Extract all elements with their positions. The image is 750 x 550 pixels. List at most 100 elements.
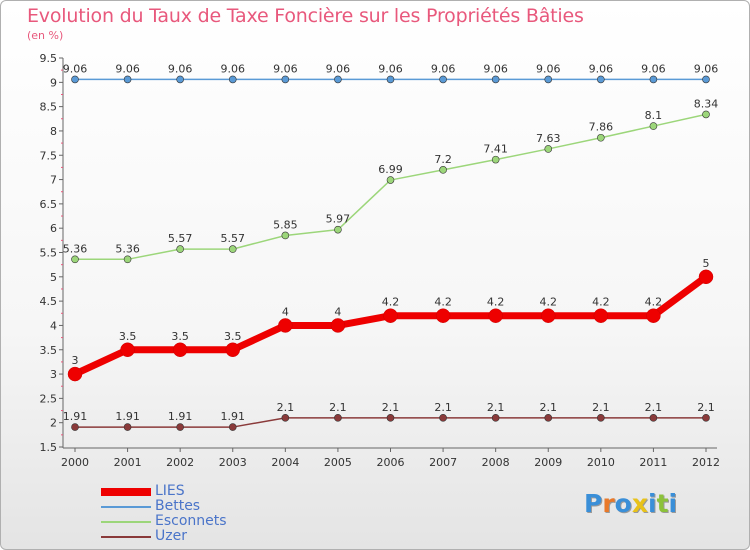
data-point bbox=[176, 423, 184, 431]
data-point bbox=[649, 414, 658, 422]
data-point bbox=[491, 155, 500, 164]
y-tick-label: 4 bbox=[50, 319, 57, 332]
data-point bbox=[123, 423, 132, 431]
data-point bbox=[228, 245, 237, 253]
data-point bbox=[597, 133, 605, 142]
legend-swatch bbox=[101, 488, 151, 496]
data-point bbox=[386, 75, 395, 84]
data-label: 7.63 bbox=[536, 132, 561, 145]
data-point bbox=[439, 75, 447, 84]
x-tick-label: 2004 bbox=[271, 456, 299, 469]
data-label: 8.34 bbox=[694, 97, 719, 110]
data-label: 9.06 bbox=[641, 62, 666, 75]
data-label: 5.36 bbox=[63, 242, 88, 255]
data-label: 5.57 bbox=[221, 232, 246, 245]
x-tick-label: 2010 bbox=[587, 456, 615, 469]
x-tick-label: 2002 bbox=[166, 456, 194, 469]
data-point bbox=[278, 318, 293, 333]
data-label: 2.1 bbox=[645, 401, 663, 414]
y-tick-label: 6.5 bbox=[40, 198, 58, 211]
data-point bbox=[649, 122, 658, 130]
data-point bbox=[435, 308, 451, 323]
logo-letter: o bbox=[614, 489, 632, 518]
data-point bbox=[71, 75, 79, 84]
x-tick-label: 2012 bbox=[692, 456, 720, 469]
data-point bbox=[593, 308, 609, 323]
y-tick-label: 3.5 bbox=[40, 344, 58, 357]
logo-letter: x bbox=[631, 489, 648, 518]
data-point bbox=[123, 255, 132, 264]
x-tick-label: 2007 bbox=[429, 456, 457, 469]
data-label: 1.91 bbox=[221, 410, 246, 423]
logo-letter: t bbox=[656, 489, 669, 518]
y-tick-label: 7 bbox=[50, 174, 57, 187]
data-point bbox=[228, 75, 237, 84]
data-label: 2.1 bbox=[434, 401, 452, 414]
data-label: 3 bbox=[72, 354, 79, 367]
x-tick-label: 2006 bbox=[377, 456, 405, 469]
data-label: 5.97 bbox=[326, 213, 351, 226]
proxiti-logo: Proxiti bbox=[584, 489, 677, 518]
data-point bbox=[67, 366, 83, 382]
data-point bbox=[281, 231, 290, 240]
data-label: 9.06 bbox=[273, 62, 298, 75]
data-label: 1.91 bbox=[115, 410, 140, 423]
x-tick-label: 2011 bbox=[639, 456, 667, 469]
data-label: 9.06 bbox=[483, 62, 508, 75]
data-point bbox=[597, 75, 605, 84]
logo-letter: P bbox=[584, 489, 603, 518]
data-point bbox=[544, 75, 553, 84]
data-label: 9.06 bbox=[536, 62, 561, 75]
data-point bbox=[120, 342, 135, 357]
data-label: 9.06 bbox=[431, 62, 456, 75]
data-label: 2.1 bbox=[592, 401, 610, 414]
data-point bbox=[649, 75, 658, 84]
legend-swatch bbox=[101, 536, 151, 538]
data-point bbox=[334, 414, 342, 422]
y-tick-label: 9 bbox=[50, 76, 57, 89]
y-tick-label: 8.5 bbox=[40, 101, 58, 114]
y-tick-label: 7.5 bbox=[40, 149, 58, 162]
data-point bbox=[71, 255, 79, 264]
y-tick-label: 1.5 bbox=[40, 441, 58, 454]
data-point bbox=[228, 423, 237, 431]
data-label: 4 bbox=[334, 305, 341, 318]
data-label: 9.06 bbox=[589, 62, 614, 75]
data-label: 2.1 bbox=[277, 401, 295, 414]
data-point bbox=[544, 414, 553, 422]
chart-title: Evolution du Taux de Taxe Foncière sur l… bbox=[27, 5, 584, 27]
data-point bbox=[439, 166, 447, 174]
legend-label: Uzer bbox=[155, 528, 187, 544]
data-point bbox=[702, 110, 710, 119]
data-label: 5.36 bbox=[115, 242, 140, 255]
data-label: 8.1 bbox=[645, 109, 663, 122]
data-label: 5.85 bbox=[273, 218, 298, 231]
data-label: 5 bbox=[703, 257, 710, 270]
data-point bbox=[386, 414, 395, 422]
data-point bbox=[383, 308, 398, 323]
y-tick-label: 2.5 bbox=[40, 392, 58, 405]
data-label: 6.99 bbox=[378, 163, 403, 176]
legend-swatch bbox=[101, 506, 151, 508]
data-point bbox=[123, 75, 132, 84]
data-label: 9.06 bbox=[115, 62, 140, 75]
data-point bbox=[172, 342, 188, 357]
y-tick-label: 5.5 bbox=[40, 247, 58, 260]
data-point bbox=[386, 176, 395, 184]
x-tick-label: 2003 bbox=[219, 456, 247, 469]
data-label: 4.2 bbox=[645, 296, 663, 309]
data-label: 9.06 bbox=[378, 62, 403, 75]
data-label: 4.2 bbox=[592, 296, 610, 309]
y-tick-label: 8 bbox=[50, 125, 57, 138]
x-tick-label: 2000 bbox=[61, 456, 89, 469]
data-label: 9.06 bbox=[63, 62, 88, 75]
legend-label: Bettes bbox=[155, 498, 201, 514]
data-label: 9.06 bbox=[326, 62, 351, 75]
data-point bbox=[334, 75, 342, 84]
data-label: 2.1 bbox=[540, 401, 558, 414]
y-tick-label: 6 bbox=[50, 222, 57, 235]
data-label: 2.1 bbox=[487, 401, 505, 414]
data-label: 3.5 bbox=[119, 330, 137, 343]
data-label: 7.2 bbox=[434, 153, 452, 166]
